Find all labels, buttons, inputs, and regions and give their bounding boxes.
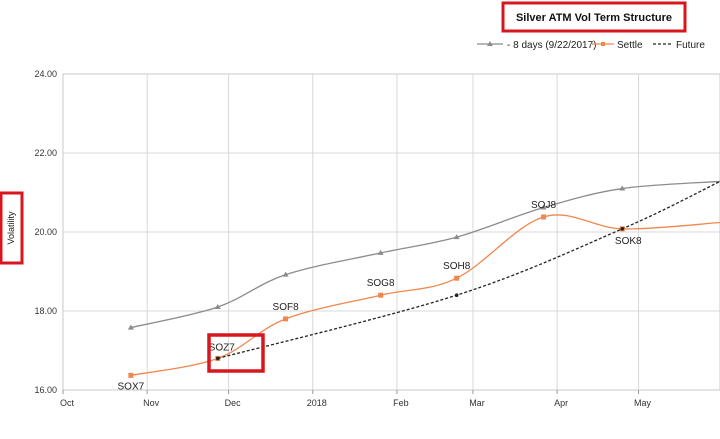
data-point-8-days-9-22-2017 bbox=[377, 249, 384, 255]
x-tick-label: 2018 bbox=[307, 398, 327, 408]
series-line-8-days-9-22-2017 bbox=[130, 180, 720, 329]
x-tick-label: Mar bbox=[469, 398, 485, 408]
data-point-8-days-9-22-2017 bbox=[540, 204, 547, 210]
x-tick-label: Dec bbox=[225, 398, 242, 408]
series-line-settle bbox=[130, 214, 720, 377]
point-label-sox7: SOX7 bbox=[118, 381, 145, 392]
chart-title: Silver ATM Vol Term Structure bbox=[516, 12, 672, 24]
data-point-future bbox=[215, 356, 220, 361]
point-label-sok8: SOK8 bbox=[615, 236, 642, 247]
legend-label: Future bbox=[676, 40, 705, 51]
point-labels: SOX7 SOZ7 SOF8 SOG8 SOH8 SOJ8 SOK8 bbox=[118, 200, 643, 392]
series-line-future bbox=[217, 180, 720, 360]
legend-item-8-days[interactable]: - 8 days (9/22/2017) bbox=[477, 40, 597, 51]
data-point-8-days-9-22-2017 bbox=[619, 185, 626, 191]
y-tick-label: 18.00 bbox=[34, 306, 57, 316]
legend-item-settle[interactable]: Settle bbox=[592, 40, 643, 51]
point-label-soh8: SOH8 bbox=[443, 261, 471, 272]
y-axis-label: Volatility bbox=[6, 211, 16, 245]
data-point-settle bbox=[283, 316, 289, 322]
x-tick-label: May bbox=[634, 398, 652, 408]
grid bbox=[62, 73, 720, 391]
data-point-settle bbox=[541, 214, 547, 220]
data-point-8-days-9-22-2017 bbox=[127, 324, 134, 330]
data-point-settle bbox=[454, 275, 460, 281]
y-tick-label: 22.00 bbox=[34, 148, 57, 158]
axes: 16.00 18.00 20.00 22.00 24.00 Oct Nov Dec 2018 Fe… bbox=[34, 69, 651, 408]
x-tick-label: Oct bbox=[60, 398, 75, 408]
data-point-8-days-9-22-2017 bbox=[214, 304, 221, 310]
x-tick-label: Nov bbox=[143, 398, 160, 408]
data-point-future bbox=[620, 227, 625, 231]
data-point-future bbox=[454, 293, 459, 298]
series-layer bbox=[127, 180, 720, 378]
soz7-highlight-box bbox=[207, 333, 265, 373]
ylabel-highlight-box bbox=[0, 191, 24, 265]
triangle-marker-icon bbox=[487, 41, 493, 46]
x-tick-label: Feb bbox=[393, 398, 409, 408]
data-point-settle bbox=[378, 292, 384, 298]
point-label-soj8: SOJ8 bbox=[531, 200, 556, 211]
legend-label: - 8 days (9/22/2017) bbox=[507, 40, 597, 51]
square-marker-icon bbox=[601, 42, 605, 46]
x-tick-label: Apr bbox=[554, 398, 568, 408]
legend-label: Settle bbox=[617, 40, 643, 51]
data-point-8-days-9-22-2017 bbox=[453, 234, 460, 240]
point-label-sog8: SOG8 bbox=[367, 278, 395, 289]
point-label-sof8: SOF8 bbox=[273, 302, 300, 313]
title-highlight-box bbox=[501, 1, 687, 33]
legend: - 8 days (9/22/2017) Settle Future bbox=[477, 40, 705, 51]
y-tick-label: 24.00 bbox=[34, 69, 57, 79]
data-point-8-days-9-22-2017 bbox=[282, 271, 289, 277]
point-label-soz7: SOZ7 bbox=[209, 342, 236, 353]
y-tick-label: 20.00 bbox=[34, 227, 57, 237]
legend-item-future[interactable]: Future bbox=[653, 40, 705, 51]
data-point-settle bbox=[128, 372, 134, 378]
y-tick-label: 16.00 bbox=[34, 385, 57, 395]
